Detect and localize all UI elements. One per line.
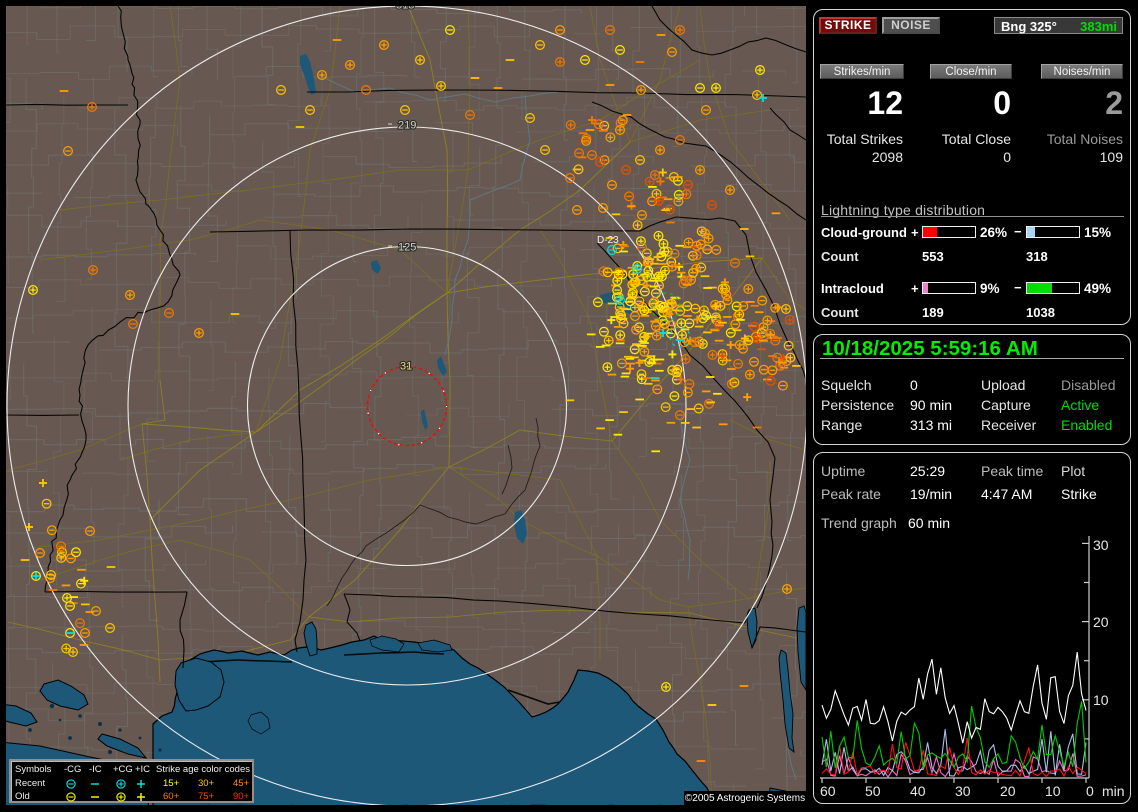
svg-text:125: 125 bbox=[398, 242, 416, 254]
svg-text:313: 313 bbox=[396, 0, 414, 12]
svg-text:31: 31 bbox=[400, 361, 412, 373]
svg-text:219: 219 bbox=[398, 120, 416, 132]
svg-text:D-23: D-23 bbox=[597, 235, 619, 246]
